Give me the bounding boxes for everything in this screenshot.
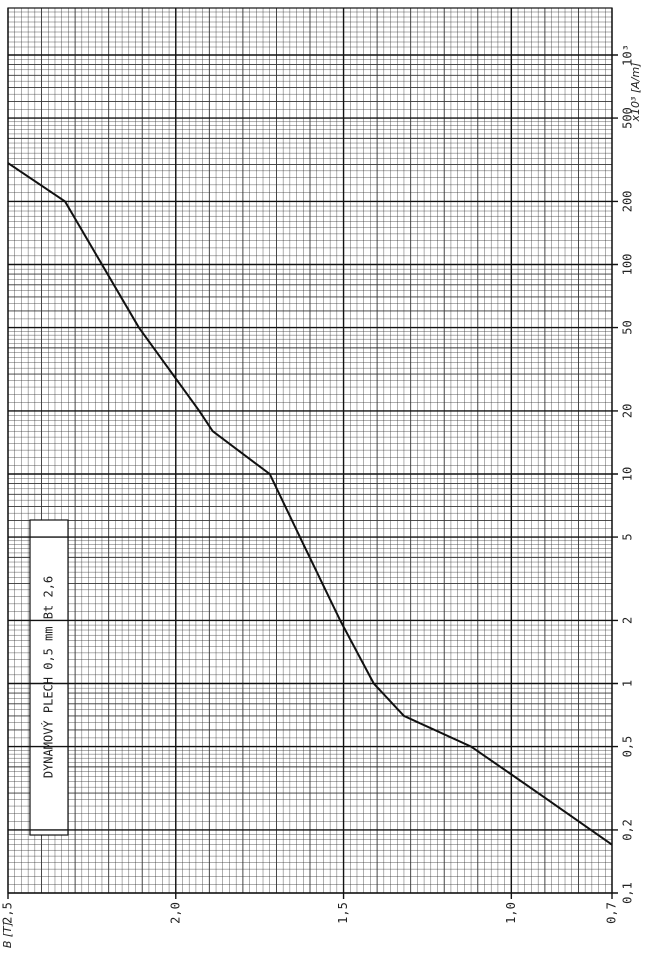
bh-curve — [7, 162, 613, 846]
x-tick-label: 10 — [621, 467, 635, 481]
x-tick-label: 50 — [621, 320, 635, 334]
x-tick-label: 2 — [621, 617, 635, 624]
x-tick-label: 10³ — [621, 44, 635, 66]
y-tick-label: 2,0 — [168, 902, 182, 924]
y-tick-label: 1,5 — [336, 902, 350, 924]
x-tick-label: 0,2 — [621, 819, 635, 841]
y-tick-label: 1,0 — [504, 902, 518, 924]
y-tick-label: 2,5 — [1, 902, 15, 924]
plot-frame — [7, 7, 613, 894]
y-axis-label: B [T] — [1, 922, 14, 948]
x-tick-label: 20 — [621, 404, 635, 418]
x-tick-label: 0,5 — [621, 736, 635, 758]
x-tick-label: 0,1 — [621, 882, 635, 904]
x-tick-label: 500 — [621, 107, 635, 129]
chart-title: DYNAMOVÝ PLECH 0,5 mm Bt 2,6 — [41, 576, 56, 778]
graph-paper — [7, 8, 613, 894]
x-tick-label: 5 — [621, 533, 635, 540]
y-tick-label: 0,7 — [605, 902, 619, 924]
x-axis-label: x10³ [A/m] — [629, 63, 642, 123]
x-tick-label: 200 — [621, 191, 635, 213]
title-box — [29, 519, 69, 836]
x-tick-label: 1 — [621, 680, 635, 687]
x-tick-label: 100 — [621, 254, 635, 276]
